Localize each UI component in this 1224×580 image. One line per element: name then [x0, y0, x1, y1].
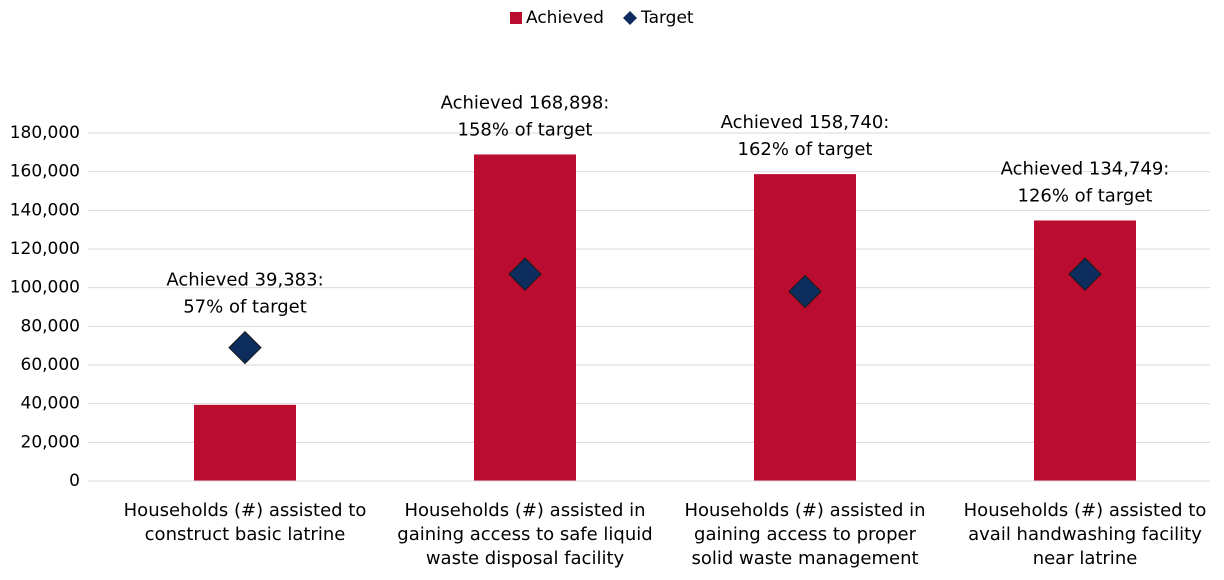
- annotation: Achieved 39,383: 57% of target: [166, 270, 323, 318]
- target-marker: [228, 330, 262, 365]
- target-marker: [508, 257, 542, 291]
- annotation: Achieved 158,740: 162% of target: [721, 112, 890, 160]
- y-tick-label: 0: [69, 471, 80, 491]
- x-tick-label: Households (#) assisted in gaining access…: [397, 500, 652, 569]
- bar: [474, 154, 576, 481]
- target-marker: [788, 274, 822, 309]
- y-tick-label: 140,000: [10, 200, 80, 220]
- y-tick-label: 60,000: [21, 355, 80, 375]
- x-tick-label: Households (#) assisted in gaining access…: [684, 500, 925, 569]
- legend-label: Achieved: [526, 8, 604, 28]
- x-tick-label: Households (#) assisted to avail handwash…: [964, 500, 1207, 569]
- y-tick-label: 80,000: [21, 316, 80, 336]
- target-marker: [1068, 257, 1102, 291]
- bar: [194, 404, 296, 481]
- y-tick-label: 180,000: [10, 123, 80, 143]
- bar: [754, 174, 856, 481]
- x-tick-label: Households (#) assisted to construct basi…: [124, 500, 367, 545]
- y-tick-label: 120,000: [10, 239, 80, 259]
- y-tick-label: 160,000: [10, 162, 80, 182]
- y-tick-label: 100,000: [10, 278, 80, 298]
- y-tick-label: 20,000: [21, 432, 80, 452]
- legend-swatch: [510, 12, 522, 24]
- legend-label: Target: [640, 8, 694, 28]
- y-tick-label: 40,000: [21, 394, 80, 414]
- annotation: Achieved 134,749: 126% of target: [1001, 158, 1170, 206]
- legend-swatch: [623, 11, 637, 25]
- annotation: Achieved 168,898: 158% of target: [441, 92, 610, 140]
